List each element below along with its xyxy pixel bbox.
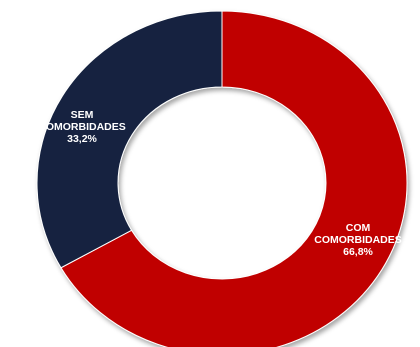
donut-slice-sem-comorbidades <box>36 10 223 269</box>
slice-category-label: COMORBIDADES <box>38 121 126 133</box>
slice-label-com-comorbidades: COM COMORBIDADES 66,8% <box>314 222 402 258</box>
slice-label-sem-comorbidades: SEM COMORBIDADES 33,2% <box>38 109 126 145</box>
slice-category-label: SEM <box>71 109 94 121</box>
slice-category-label: COM <box>346 222 371 234</box>
donut-labels: COM COMORBIDADES 66,8%SEM COMORBIDADES 33,2% <box>38 109 402 258</box>
donut-slice-com-comorbidades <box>60 10 408 347</box>
slice-category-label: COMORBIDADES <box>314 234 402 246</box>
slice-value-label: 33,2% <box>67 133 97 145</box>
slice-value-label: 66,8% <box>343 246 373 258</box>
donut-slices <box>36 10 408 347</box>
